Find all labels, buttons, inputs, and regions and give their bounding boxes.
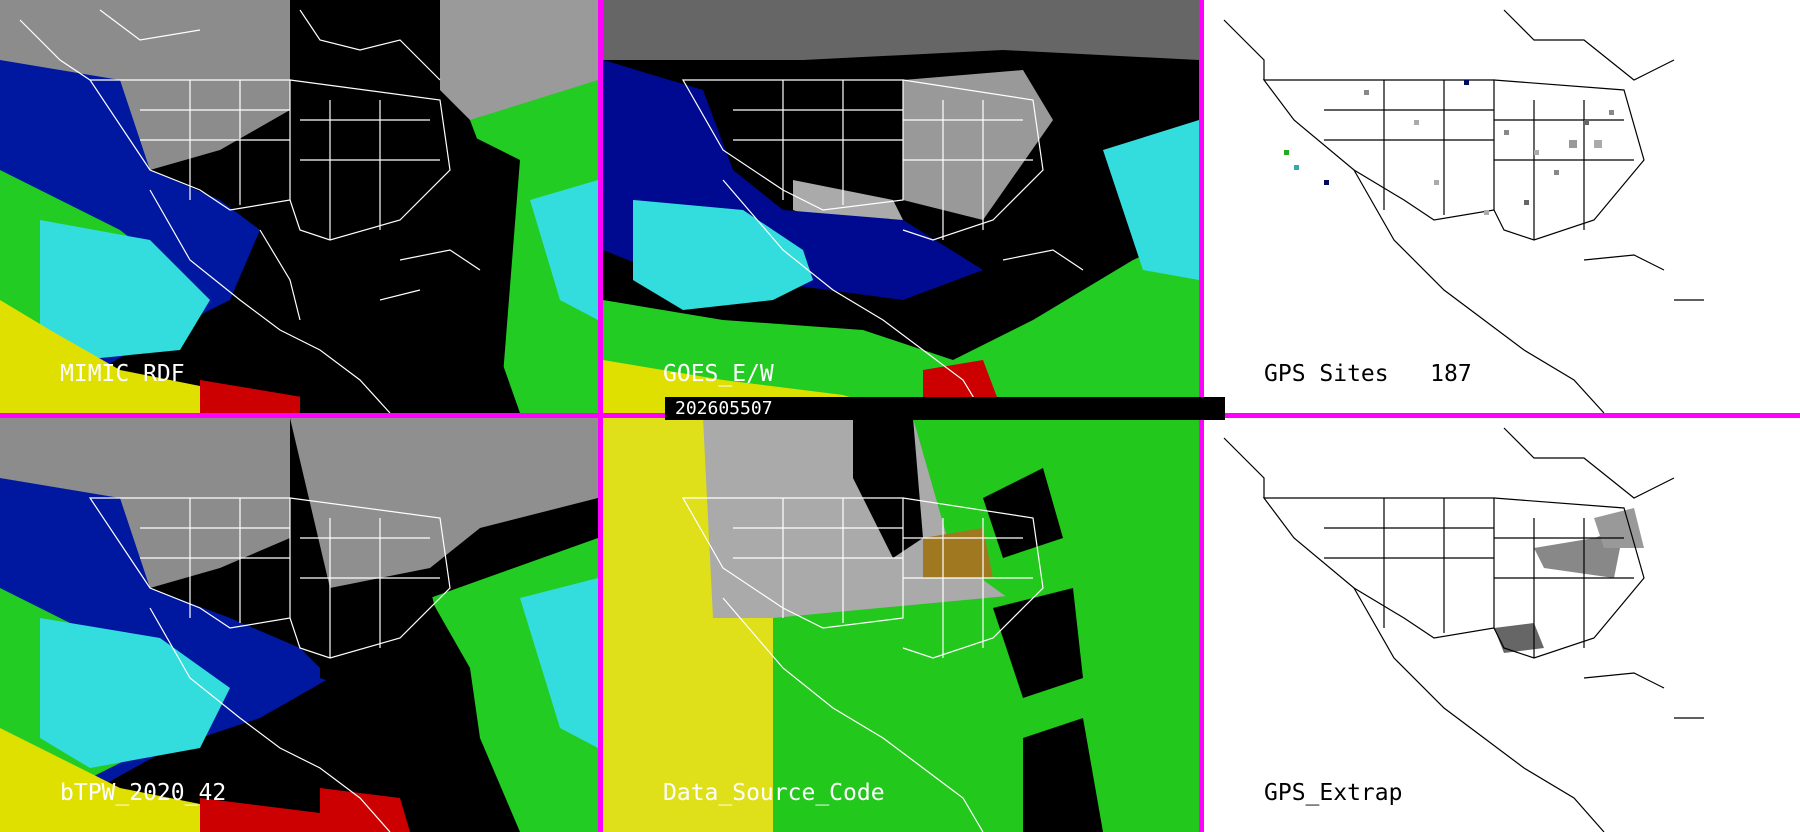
gps-sites-map — [1204, 0, 1800, 413]
data-source-code-map — [603, 418, 1199, 832]
panel-gps-sites: GPS Sites 187 — [1204, 0, 1800, 413]
panel-data-source-code: Data_Source_Code — [603, 418, 1199, 832]
panel-goes-ew: GOES_E/W — [603, 0, 1199, 413]
btpw-map — [0, 418, 598, 832]
panel-label: MIMIC RDF — [60, 361, 185, 387]
panel-label: Data_Source_Code — [663, 780, 885, 806]
panel-label: GOES_E/W — [663, 361, 774, 387]
panel-btpw: bTPW_2020_42 — [0, 418, 598, 832]
goes-ew-map — [603, 0, 1199, 413]
gps-site-markers — [1284, 80, 1614, 215]
panel-label: bTPW_2020_42 — [60, 780, 227, 806]
gps-extrap-map — [1204, 418, 1800, 832]
mimic-rdf-map — [0, 0, 598, 413]
panel-gps-extrap: GPS_Extrap — [1204, 418, 1800, 832]
timestamp-bar: 202605507 — [665, 397, 1225, 420]
panel-label: GPS_Extrap — [1264, 780, 1403, 806]
panel-mimic-rdf: MIMIC RDF — [0, 0, 598, 413]
panel-label: GPS Sites 187 — [1264, 361, 1472, 387]
